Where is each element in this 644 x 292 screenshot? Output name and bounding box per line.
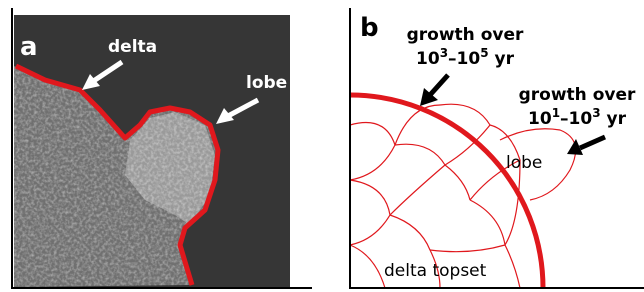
figure: a delta lobe b growth over103–105 yrgrow…: [0, 0, 644, 292]
growth-timescale: 101–103 yr: [528, 106, 627, 129]
delta-front: [350, 95, 543, 288]
superscript: 3: [592, 106, 600, 120]
timescale-part: 10: [528, 109, 552, 129]
timescale-part: –10: [560, 109, 592, 129]
superscript: 1: [552, 106, 560, 120]
panel-label: b: [360, 13, 379, 43]
growth-timescale: 103–105 yr: [416, 46, 515, 69]
annotation: delta: [108, 37, 157, 57]
arrow: [580, 137, 605, 148]
arrow: [430, 75, 448, 95]
annotation: delta topset: [384, 261, 487, 281]
timescale-part: –10: [448, 49, 480, 69]
growth-heading: growth over: [407, 25, 524, 45]
superscript: 3: [440, 46, 448, 60]
growth-heading: growth over: [519, 85, 636, 105]
timescale-part: yr: [489, 49, 515, 69]
panel-label: a: [20, 32, 38, 62]
annotation: lobe: [246, 73, 287, 93]
timescale-part: 10: [416, 49, 440, 69]
annotation: lobe: [506, 153, 542, 173]
panel-a: a delta lobe: [11, 8, 312, 289]
timescale-part: yr: [601, 109, 627, 129]
superscript: 5: [480, 46, 488, 60]
